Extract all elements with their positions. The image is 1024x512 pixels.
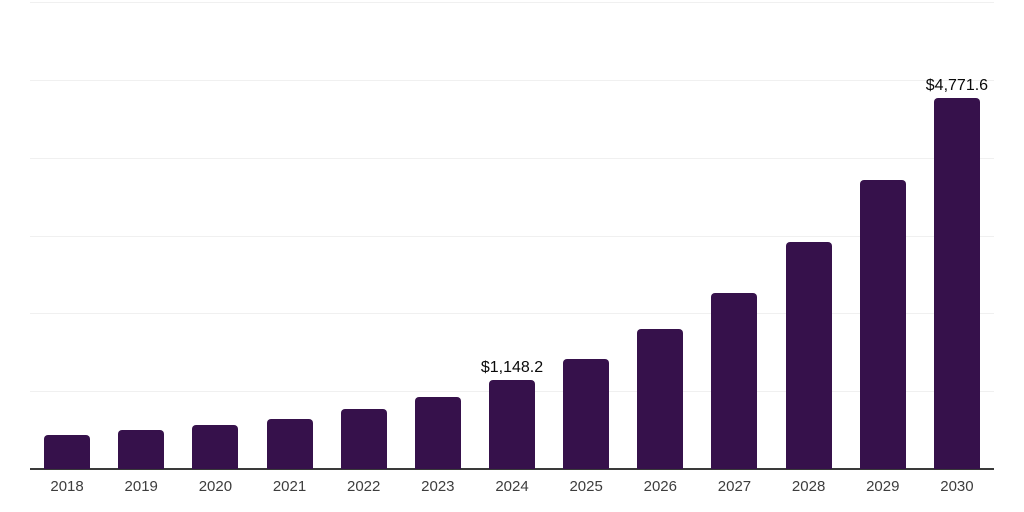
bar-2029 <box>859 179 906 469</box>
bar-2022 <box>340 409 387 469</box>
bar-2023 <box>414 396 461 469</box>
x-tick-2020: 2020 <box>198 478 233 495</box>
data-label-2024: $1,148.2 <box>480 358 544 376</box>
gridline <box>30 157 994 159</box>
x-tick-2024: 2024 <box>495 478 529 495</box>
bar-2030 <box>933 97 980 469</box>
x-tick-2029: 2029 <box>866 478 900 495</box>
bar-2021 <box>266 419 313 469</box>
gridline <box>30 79 994 81</box>
bar-2020 <box>192 424 239 469</box>
gridline <box>30 235 994 237</box>
x-tick-2025: 2025 <box>569 478 603 495</box>
x-tick-2027: 2027 <box>717 478 752 495</box>
bar-2025 <box>563 358 610 469</box>
x-tick-2026: 2026 <box>643 478 677 495</box>
x-tick-2018: 2018 <box>50 478 84 495</box>
gridline <box>30 313 994 315</box>
bar-2019 <box>118 430 165 469</box>
x-tick-2028: 2028 <box>791 478 826 495</box>
x-tick-2030: 2030 <box>940 478 974 495</box>
bar-2026 <box>637 329 684 469</box>
bar-2024 <box>489 379 535 469</box>
bar-2027 <box>711 292 758 469</box>
bar-2018 <box>44 434 91 469</box>
data-label-2030: $4,771.6 <box>925 76 989 94</box>
x-tick-2023: 2023 <box>421 478 455 495</box>
x-tick-2021: 2021 <box>272 478 307 495</box>
gridline <box>30 2 994 3</box>
bar-2028 <box>785 242 832 469</box>
x-tick-2022: 2022 <box>347 478 381 495</box>
x-axis-line <box>30 468 994 470</box>
x-tick-2019: 2019 <box>124 478 158 495</box>
